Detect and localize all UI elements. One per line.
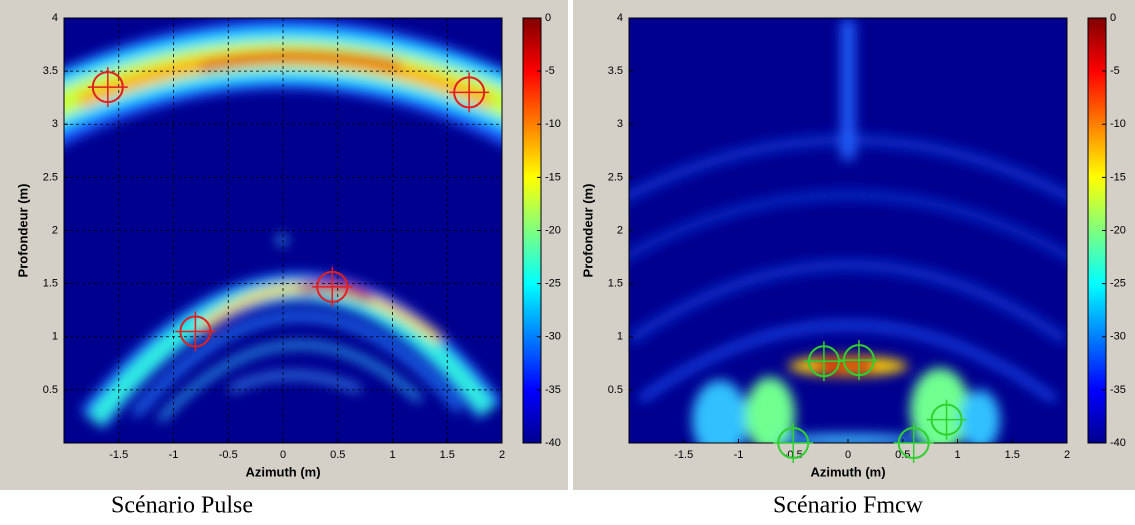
colorbar	[1088, 18, 1106, 443]
y-tick-label: 3.5	[608, 65, 623, 77]
y-tick-label: 4	[617, 12, 623, 24]
colorbar-tick-label: -10	[1110, 118, 1126, 130]
y-axis-label: Profondeur (m)	[15, 184, 30, 278]
colorbar	[523, 18, 541, 443]
y-tick-label: 1.5	[43, 278, 58, 290]
caption: Scénario Fmcw	[773, 493, 924, 519]
x-tick-label: -1	[734, 449, 744, 461]
x-tick-label: 0.5	[330, 449, 345, 461]
target-marker	[803, 341, 844, 382]
target-marker	[449, 72, 490, 113]
target-marker	[773, 423, 814, 463]
target-marker	[926, 399, 967, 440]
colorbar-tick-label: 0	[545, 12, 551, 24]
x-tick-label: 0.5	[895, 449, 910, 461]
colorbar-tick-label: -25	[1110, 278, 1126, 290]
target-marker	[175, 311, 216, 352]
colorbar-tick-label: -30	[545, 331, 561, 343]
y-tick-label: 0.5	[608, 384, 623, 396]
target-marker	[87, 67, 128, 108]
colorbar-tick-label: -15	[1110, 171, 1126, 183]
plot-frame	[63, 17, 503, 444]
x-tick-label: -0.5	[219, 449, 238, 461]
x-tick-label: -1.5	[674, 449, 693, 461]
plot-frame	[628, 17, 1068, 444]
colorbar-tick-label: -40	[545, 437, 561, 449]
heatmap-image	[629, 18, 1067, 443]
y-tick-label: 3.5	[43, 65, 58, 77]
target-marker	[838, 340, 879, 381]
colorbar-tick-label: -35	[545, 384, 561, 396]
target-marker	[893, 423, 934, 463]
x-tick-label: 2	[1064, 449, 1070, 461]
x-tick-label: 1.5	[440, 449, 455, 461]
colorbar-tick-label: -35	[1110, 384, 1126, 396]
y-tick-label: 0.5	[43, 384, 58, 396]
y-tick-label: 2.5	[43, 171, 58, 183]
y-tick-label: 2.5	[608, 171, 623, 183]
colorbar-tick-label: -20	[1110, 224, 1126, 236]
y-tick-label: 4	[52, 12, 58, 24]
x-tick-label: 1.5	[1005, 449, 1020, 461]
y-tick-label: 2	[52, 224, 58, 236]
colorbar-tick-label: -5	[1110, 65, 1120, 77]
y-tick-label: 2	[617, 224, 623, 236]
colorbar-tick-label: 0	[1110, 12, 1116, 24]
colorbar-tick-label: -10	[545, 118, 561, 130]
y-tick-label: 1	[617, 331, 623, 343]
x-tick-label: 0	[845, 449, 851, 461]
colorbar-tick-label: -25	[545, 278, 561, 290]
colorbar-tick-label: -20	[545, 224, 561, 236]
caption: Scénario Pulse	[111, 493, 253, 519]
y-tick-label: 3	[617, 118, 623, 130]
x-tick-label: -1	[169, 449, 179, 461]
x-axis-label: Azimuth (m)	[245, 464, 320, 479]
x-tick-label: -1.5	[109, 449, 128, 461]
y-tick-label: 3	[52, 118, 58, 130]
y-axis-label: Profondeur (m)	[580, 184, 595, 278]
colorbar-tick-label: -30	[1110, 331, 1126, 343]
x-axis-label: Azimuth (m)	[810, 464, 885, 479]
x-tick-label: 0	[280, 449, 286, 461]
x-tick-label: 1	[389, 449, 395, 461]
y-tick-label: 1.5	[608, 278, 623, 290]
target-marker	[312, 266, 353, 307]
colorbar-tick-label: -15	[545, 171, 561, 183]
x-tick-label: 2	[499, 449, 505, 461]
colorbar-tick-label: -5	[545, 65, 555, 77]
x-tick-label: 1	[954, 449, 960, 461]
y-tick-label: 1	[52, 331, 58, 343]
colorbar-tick-label: -40	[1110, 437, 1126, 449]
